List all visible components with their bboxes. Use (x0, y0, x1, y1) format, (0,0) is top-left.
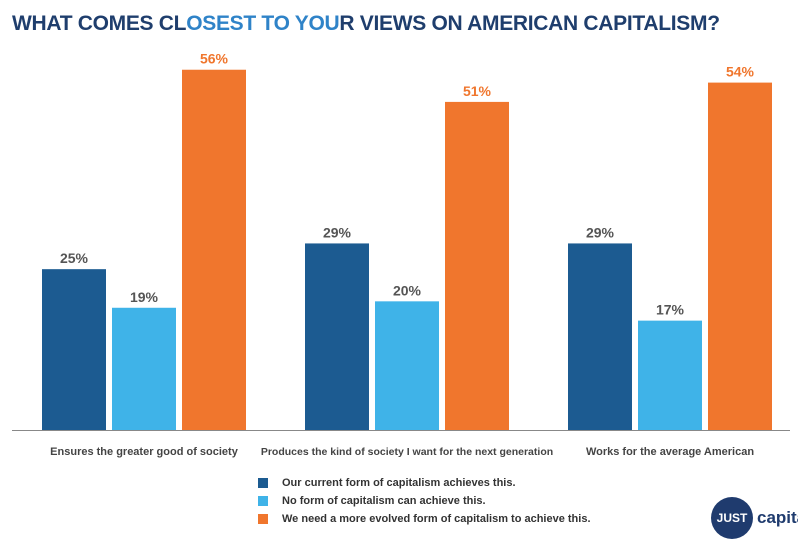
bar-2-series-1 (305, 243, 369, 430)
chart-title: WHAT COMES CLOSEST TO YOUR VIEWS ON AMER… (12, 12, 720, 35)
data-label-3-3: 54% (726, 64, 755, 80)
legend: Our current form of capitalism achieves … (258, 474, 591, 528)
data-label-2-3: 51% (463, 83, 492, 99)
category-label-2: Produces the kind of society I want for … (261, 446, 553, 458)
logo-text: capita (757, 508, 798, 527)
legend-item-evolved: We need a more evolved form of capitalis… (258, 510, 591, 528)
legend-item-none: No form of capitalism can achieve this. (258, 492, 591, 510)
data-label-2-2: 20% (393, 282, 422, 298)
data-label-1-3: 56% (200, 51, 229, 67)
bar-3-series-1 (568, 243, 632, 430)
bar-2-series-3 (445, 101, 509, 431)
legend-swatch-evolved (258, 514, 268, 524)
bar-1-series-2 (112, 307, 176, 430)
data-label-1-2: 19% (130, 289, 159, 305)
legend-item-current: Our current form of capitalism achieves … (258, 474, 591, 492)
data-label-3-1: 29% (586, 224, 615, 240)
bar-3-series-2 (638, 320, 702, 430)
data-label-3-2: 17% (656, 302, 685, 318)
bar-chart: 25% 19% 56% Ensures the greater good of soc… (12, 51, 790, 458)
bar-1-series-1 (42, 269, 106, 430)
logo-badge: JUST (711, 497, 753, 539)
category-label-3: Works for the average American (586, 446, 754, 458)
category-label-1: Ensures the greater good of society (50, 446, 239, 458)
legend-swatch-none (258, 496, 268, 506)
bar-3-series-3 (708, 82, 772, 430)
bar-1-series-3 (182, 69, 246, 430)
data-label-2-1: 29% (323, 224, 352, 240)
just-capital-logo: JUST capita (711, 497, 798, 539)
bar-2-series-2 (375, 301, 439, 430)
legend-swatch-current (258, 478, 268, 488)
data-label-1-1: 25% (60, 250, 89, 266)
